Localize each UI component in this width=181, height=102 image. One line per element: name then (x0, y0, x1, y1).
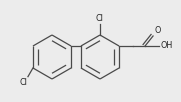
Text: Cl: Cl (19, 78, 27, 87)
Text: O: O (154, 26, 160, 35)
Text: Cl: Cl (95, 14, 103, 23)
Text: OH: OH (160, 42, 172, 50)
